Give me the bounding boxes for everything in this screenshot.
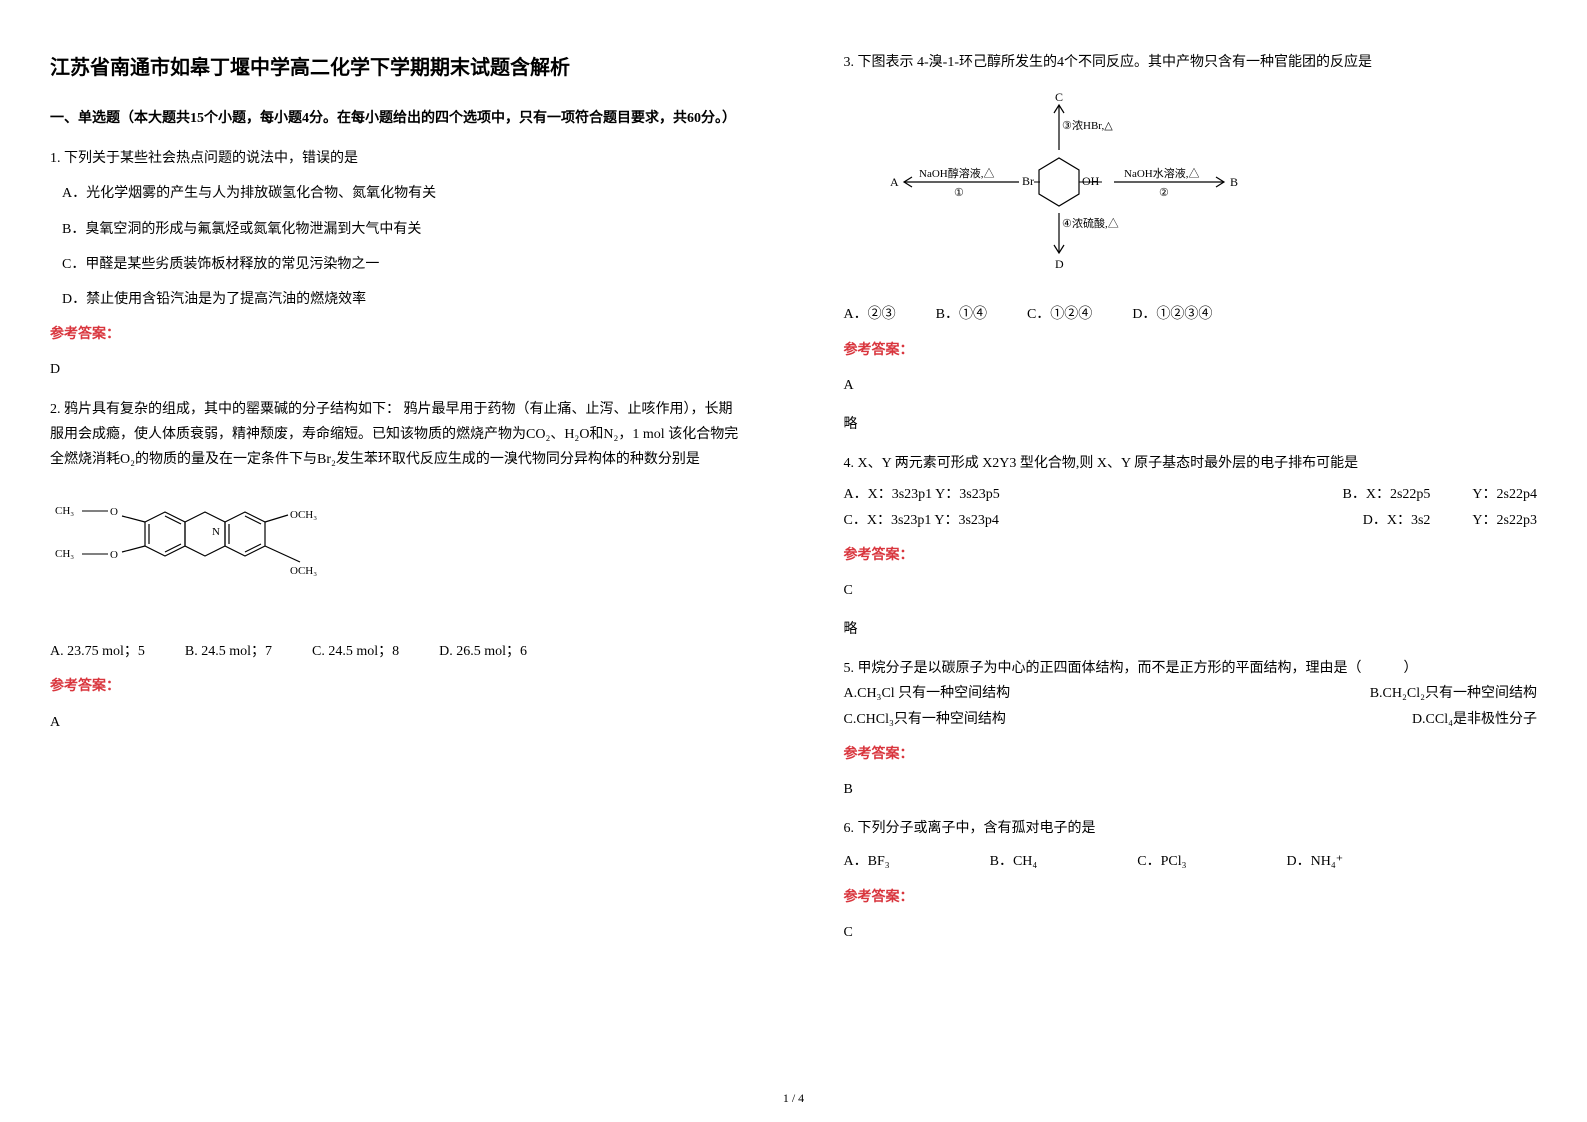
q3-option-c: C．①②④ — [1027, 302, 1092, 327]
right-column: 3. 下图表示 4-溴-1-环己醇所发生的4个不同反应。其中产物只含有一种官能团… — [794, 0, 1587, 1122]
q4-answer-note: 略 — [844, 617, 1538, 642]
question-1: 1. 下列关于某些社会热点问题的说法中，错误的是 A．光化学烟雾的产生与人为排放… — [50, 146, 744, 382]
q3-c3: ③ — [1062, 120, 1072, 132]
q3-r4: 浓硫酸,△ — [1072, 216, 1119, 230]
q2-atom-ch3-1: CH₃ — [55, 505, 74, 517]
q3-c1: ① — [954, 187, 964, 199]
page-number: 1 / 4 — [783, 1088, 804, 1110]
q2-option-d: D. 26.5 mol；6 — [439, 639, 527, 664]
q2-atom-ch3-2: CH₃ — [55, 548, 74, 560]
q4-option-b: B．X：2s22p5 Y：2s22p4 — [1343, 482, 1537, 507]
q1-answer: D — [50, 357, 744, 382]
q3-r3: 浓HBr,△ — [1072, 119, 1113, 132]
left-column: 江苏省南通市如皋丁堰中学高二化学下学期期末试题含解析 一、单选题（本大题共15个… — [0, 0, 794, 1122]
answer-label: 参考答案： — [844, 742, 1538, 767]
q5-answer: B — [844, 777, 1538, 802]
q3-c2: ② — [1159, 187, 1169, 199]
q2-structure-svg: CH₃ CH₃ O O N OCH₃ OCH₃ — [50, 482, 330, 612]
q5-stem: 5. 甲烷分子是以碳原子为中心的正四面体结构，而不是正方形的平面结构，理由是（ … — [844, 656, 1538, 681]
q2-atom-och3-2: OCH₃ — [290, 565, 317, 577]
q1-option-a: A．光化学烟雾的产生与人为排放碳氢化合物、氮氧化物有关 — [62, 181, 744, 206]
answer-label: 参考答案： — [844, 885, 1538, 910]
answer-label: 参考答案： — [844, 338, 1538, 363]
section-1-title: 一、单选题（本大题共15个小题，每小题4分。在每小题给出的四个选项中，只有一项符… — [50, 106, 744, 131]
q2-option-b: B. 24.5 mol；7 — [185, 639, 272, 664]
q2-option-c: C. 24.5 mol；8 — [312, 639, 399, 664]
q2-atom-o1: O — [110, 506, 118, 518]
q5-option-b: B.CH₂Cl₂只有一种空间结构 — [1370, 681, 1537, 706]
q3-option-b: B．①④ — [936, 302, 987, 327]
q1-option-b: B．臭氧空洞的形成与氟氯烃或氮氧化物泄漏到大气中有关 — [62, 217, 744, 242]
q4-stem: 4. X、Y 两元素可形成 X2Y3 型化合物,则 X、Y 原子基态时最外层的电… — [844, 451, 1538, 476]
q2-option-a: A. 23.75 mol；5 — [50, 639, 145, 664]
q2-atom-o2: O — [110, 549, 118, 561]
q2-stem: 2. 鸦片具有复杂的组成，其中的罂粟碱的分子结构如下： 鸦片最早用于药物（有止痛… — [50, 397, 744, 473]
q3-C: C — [1055, 90, 1063, 104]
question-2: 2. 鸦片具有复杂的组成，其中的罂粟碱的分子结构如下： 鸦片最早用于药物（有止痛… — [50, 397, 744, 735]
q5-option-a: A.CH₃Cl 只有一种空间结构 — [844, 681, 1011, 706]
q6-option-d: D．NH₄⁺ — [1287, 849, 1344, 874]
q3-c4: ④ — [1062, 218, 1072, 230]
question-6: 6. 下列分子或离子中，含有孤对电子的是 A．BF₃ B．CH₄ C．PCl₃ … — [844, 816, 1538, 945]
q4-option-c: C．X：3s23p1 Y：3s23p4 — [844, 508, 999, 533]
q3-option-a: A．②③ — [844, 302, 896, 327]
q6-stem: 6. 下列分子或离子中，含有孤对电子的是 — [844, 816, 1104, 841]
answer-label: 参考答案： — [844, 543, 1538, 568]
question-3: 3. 下图表示 4-溴-1-环己醇所发生的4个不同反应。其中产物只含有一种官能团… — [844, 50, 1538, 437]
q5-option-c: C.CHCl₃只有一种空间结构 — [844, 707, 1006, 732]
q3-D: D — [1055, 257, 1064, 271]
q1-option-c: C．甲醛是某些劣质装饰板材释放的常见污染物之一 — [62, 252, 744, 277]
page-title: 江苏省南通市如皋丁堰中学高二化学下学期期末试题含解析 — [50, 50, 744, 86]
q3-r1: NaOH醇溶液,△ — [919, 166, 994, 180]
q3-r2: NaOH水溶液,△ — [1124, 166, 1199, 180]
q3-br: Br — [1022, 174, 1034, 188]
q6-option-a: A．BF₃ — [844, 849, 890, 874]
answer-label: 参考答案： — [50, 322, 744, 347]
q1-option-d: D．禁止使用含铅汽油是为了提高汽油的燃烧效率 — [62, 287, 744, 312]
q2-atom-n: N — [212, 526, 220, 538]
q1-stem: 1. 下列关于某些社会热点问题的说法中，错误的是 — [50, 146, 744, 171]
q2-answer: A — [50, 710, 744, 735]
q6-answer: C — [844, 920, 1538, 945]
q5-option-d: D.CCl₄是非极性分子 — [1412, 707, 1537, 732]
q3-answer-note: 略 — [844, 412, 1538, 437]
q3-scheme-svg: Br OH A B C D NaOH醇溶液,△ ① NaOH水溶液,△ ② ③ … — [844, 85, 1304, 275]
q6-option-c: C．PCl₃ — [1137, 849, 1186, 874]
q4-option-d: D．X：3s2 Y：2s22p3 — [1363, 508, 1537, 533]
q3-A: A — [890, 175, 899, 189]
answer-label: 参考答案： — [50, 674, 744, 699]
q2-atom-och3-1: OCH₃ — [290, 509, 317, 521]
question-4: 4. X、Y 两元素可形成 X2Y3 型化合物,则 X、Y 原子基态时最外层的电… — [844, 451, 1538, 642]
q3-stem: 3. 下图表示 4-溴-1-环己醇所发生的4个不同反应。其中产物只含有一种官能团… — [844, 50, 1538, 75]
q3-B: B — [1230, 175, 1238, 189]
q3-answer: A — [844, 373, 1538, 398]
q3-option-d: D．①②③④ — [1132, 302, 1212, 327]
q6-option-b: B．CH₄ — [990, 849, 1038, 874]
q4-option-a: A．X：3s23p1 Y：3s23p5 — [844, 482, 1000, 507]
question-5: 5. 甲烷分子是以碳原子为中心的正四面体结构，而不是正方形的平面结构，理由是（ … — [844, 656, 1538, 802]
q4-answer: C — [844, 578, 1538, 603]
q3-oh: OH — [1082, 174, 1100, 188]
